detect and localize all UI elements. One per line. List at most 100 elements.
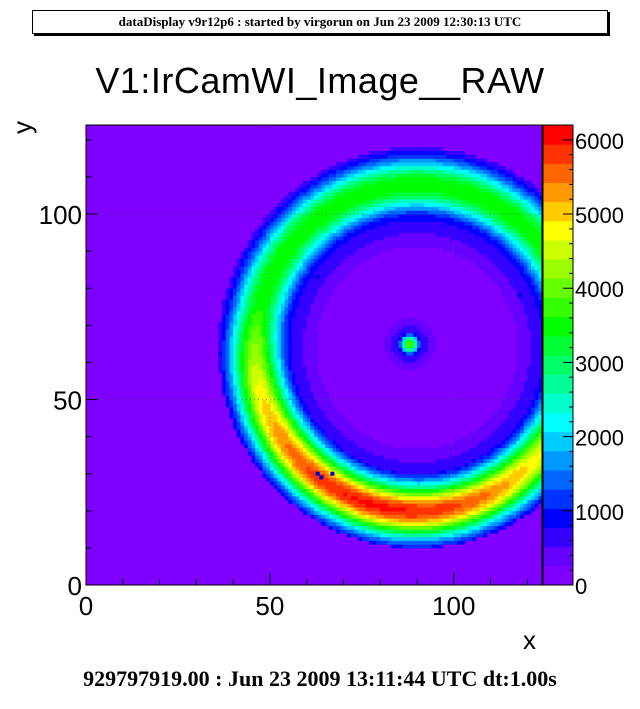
heatmap-cell: [325, 236, 330, 241]
heatmap-cell: [442, 470, 447, 475]
heatmap-cell: [302, 210, 308, 215]
heatmap-cell: [402, 336, 407, 341]
heatmap-cell: [291, 206, 297, 211]
heatmap-cell: [314, 495, 319, 501]
heatmap-cell: [512, 447, 517, 452]
heatmap-cell: [387, 540, 392, 545]
heatmap-cell: [225, 291, 230, 297]
heatmap-cell: [284, 477, 289, 482]
heatmap-cell: [350, 488, 355, 493]
heatmap-cell: [534, 351, 539, 356]
heatmap-cell: [387, 332, 392, 337]
heatmap-cell: [280, 492, 285, 497]
heatmap-cell: [247, 303, 252, 308]
heatmap-cell: [442, 462, 447, 467]
heatmap-cell: [255, 228, 260, 233]
heatmap-cell: [244, 392, 249, 397]
heatmap-cell: [306, 210, 311, 215]
heatmap-cell: [277, 477, 282, 482]
heatmap-cell: [306, 499, 311, 504]
heatmap-cell: [273, 236, 278, 241]
heatmap-cell: [428, 481, 433, 486]
heatmap-cell: [534, 273, 539, 278]
heatmap-cell: [321, 444, 326, 449]
heatmap-cell: [325, 444, 330, 449]
heatmap-cell: [398, 536, 403, 541]
heatmap-cell: [284, 251, 289, 256]
heatmap-cell: [394, 495, 399, 501]
heatmap-cell: [347, 510, 352, 515]
heatmap-cell: [361, 247, 366, 252]
heatmap-cell: [402, 514, 407, 519]
heatmap-cell: [336, 484, 341, 489]
heatmap-cell: [233, 395, 238, 400]
heatmap-cell: [534, 358, 539, 363]
heatmap-cell: [291, 317, 297, 323]
heatmap-cell: [405, 466, 411, 471]
heatmap-cell: [306, 384, 311, 389]
heatmap-cell: [420, 533, 425, 538]
heatmap-cell: [501, 221, 506, 226]
heatmap-cell: [325, 425, 330, 430]
heatmap-cell: [328, 425, 333, 430]
heatmap-cell: [269, 384, 274, 389]
heatmap-cell: [273, 351, 278, 356]
heatmap-cell: [314, 418, 319, 423]
heatmap-cell: [328, 228, 333, 233]
heatmap-cell: [387, 221, 392, 226]
heatmap-cell: [416, 332, 422, 337]
heatmap-cell: [527, 228, 532, 233]
heatmap-cell: [288, 355, 293, 360]
heatmap-cell: [519, 503, 525, 508]
heatmap-cell: [229, 377, 234, 382]
heatmap-cell: [302, 303, 308, 308]
heatmap-cell: [262, 225, 267, 230]
heatmap-cell: [350, 503, 355, 508]
heatmap-cell: [453, 529, 458, 534]
heatmap-cell: [273, 247, 278, 252]
heatmap-cell: [391, 481, 396, 486]
heatmap-cell: [402, 458, 407, 463]
heatmap-cell: [284, 444, 289, 449]
heatmap-cell: [295, 373, 300, 378]
heatmap-cell: [358, 447, 363, 452]
heatmap-cell: [383, 525, 388, 530]
heatmap-cell: [472, 432, 477, 438]
heatmap-cell: [376, 247, 381, 252]
heatmap-cell: [328, 258, 333, 263]
heatmap-cell: [317, 414, 322, 419]
heatmap-cell: [291, 254, 297, 259]
heatmap-cell: [225, 343, 230, 348]
heatmap-cell: [343, 525, 348, 530]
heatmap-cell: [347, 232, 352, 237]
heatmap-cell: [394, 514, 399, 519]
heatmap-cell: [431, 455, 436, 460]
heatmap-cell: [269, 329, 274, 334]
heatmap-cell: [277, 303, 282, 308]
heatmap-cell: [354, 436, 359, 441]
heatmap-cell: [306, 432, 311, 438]
heatmap-cell: [420, 232, 425, 237]
heatmap-cell: [453, 503, 458, 508]
heatmap-cell: [534, 225, 539, 230]
heatmap-cell: [284, 484, 289, 489]
heatmap-cell: [402, 481, 407, 486]
heatmap-cell: [497, 514, 502, 519]
heatmap-cell: [262, 340, 267, 345]
heatmap-cell: [527, 455, 532, 460]
heatmap-cell: [222, 329, 227, 334]
heatmap-cell: [457, 210, 462, 215]
heatmap-cell: [225, 303, 230, 308]
heatmap-cell: [450, 540, 455, 545]
heatmap-cell: [402, 503, 407, 508]
heatmap-cell: [325, 410, 330, 415]
heatmap-cell: [240, 254, 245, 259]
heatmap-cell: [420, 495, 425, 501]
heatmap-cell: [299, 488, 304, 493]
heatmap-cell: [405, 240, 411, 245]
heatmap-cell: [336, 529, 341, 534]
heatmap-cell: [483, 455, 488, 460]
heatmap-cell: [398, 499, 403, 504]
heatmap-cell: [516, 436, 521, 441]
